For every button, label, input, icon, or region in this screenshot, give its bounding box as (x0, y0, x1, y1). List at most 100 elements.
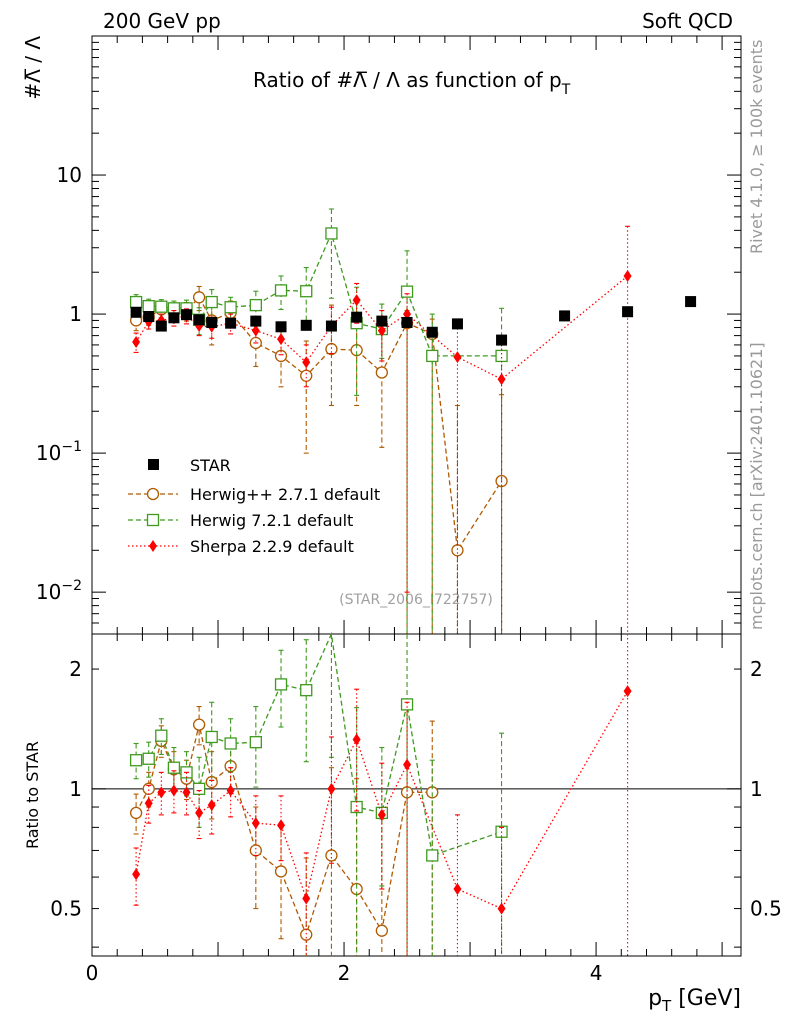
main-point-star (685, 296, 697, 308)
main-point-herwig7 (205, 295, 218, 309)
main-point-sherpa (377, 324, 386, 337)
legend-entry-star: STAR (148, 456, 231, 475)
main-point-herwigpp (325, 342, 338, 356)
main-point-star (143, 311, 155, 323)
main-point-herwigpp (192, 291, 206, 304)
main-line-herwig7 (135, 231, 502, 357)
ratio-point-herwig7 (274, 678, 288, 691)
main-point-star (559, 310, 571, 322)
main-point-sherpa (277, 333, 286, 346)
main-point-star (206, 316, 218, 328)
main-point-herwigpp (451, 544, 464, 557)
main-point-sherpa (352, 294, 361, 307)
ratio-point-sherpa (302, 892, 311, 905)
ratio-line-herwigpp (135, 724, 433, 937)
main-point-herwig7 (249, 298, 262, 312)
x-axis-label-unit: [GeV] (671, 986, 741, 1011)
main-y-tick-label-1: 1 (69, 302, 82, 326)
ratio-point-herwig7 (224, 737, 237, 750)
main-y-tick-label-3: 10−2 (36, 578, 82, 604)
legend-marker-sherpa (149, 540, 157, 552)
ratio-point-sherpa (453, 883, 462, 896)
y-tick-base: 10 (36, 580, 61, 604)
main-y-axis-label: #Λ̅ / Λ (21, 36, 45, 100)
x-tick-label-0: 0 (86, 961, 99, 985)
ratio-point-sherpa (132, 868, 141, 881)
main-point-star (426, 326, 438, 338)
ratio-point-herwig7 (249, 736, 262, 749)
ratio-point-herwig7 (142, 752, 155, 765)
legend-label-herwig7: Herwig 7.2.1 default (190, 511, 353, 530)
legend-marker-herwig7 (146, 513, 160, 527)
ratio-point-sherpa (144, 797, 153, 810)
ratio-point-sherpa (157, 786, 166, 799)
main-point-star (300, 319, 312, 331)
main-point-sherpa (623, 269, 632, 282)
legend-entry-sherpa: Sherpa 2.2.9 default (128, 537, 354, 556)
x-tick-label-2: 4 (590, 961, 603, 985)
main-point-herwig7 (495, 349, 508, 363)
main-point-herwig7 (155, 300, 168, 313)
main-series-layer (129, 208, 697, 634)
ratio-y-tick-label-left-0: 0.5 (50, 897, 82, 921)
x-axis-label-p: p (648, 986, 662, 1011)
ratio-point-sherpa (623, 685, 632, 698)
ratio-point-sherpa (403, 758, 412, 771)
main-point-herwigpp (300, 369, 313, 382)
ratio-point-herwig7 (167, 761, 181, 774)
main-point-star (275, 321, 287, 333)
main-title: Ratio of #Λ̅ / Λ as function of pT (253, 68, 571, 98)
main-point-star (250, 315, 262, 327)
ratio-point-herwigpp (274, 865, 288, 878)
main-series-star (130, 296, 697, 346)
main-point-herwig7 (325, 227, 338, 240)
ratio-point-herwigpp (375, 924, 388, 937)
ratio-point-herwig7 (155, 729, 168, 742)
main-axis-ticks (91, 35, 741, 635)
main-title-text: Ratio of #Λ̅ / Λ as function of p (253, 68, 562, 92)
main-point-star (376, 315, 388, 327)
ratio-panel: 0.5 0.5 1 1 2 2 0 2 4 Ratio to STAR pT [GeV] (23, 631, 782, 1015)
legend: STAR Herwig++ 2.7.1 default Herwig 7.2.1… (128, 456, 380, 556)
legend-entry-herwigpp: Herwig++ 2.7.1 default (128, 485, 380, 504)
main-point-herwig7 (224, 301, 237, 314)
y-tick-base: 10 (36, 441, 61, 465)
main-point-star (401, 316, 413, 328)
x-axis-label: pT [GeV] (648, 986, 741, 1015)
main-point-star (496, 334, 508, 346)
legend-label-sherpa: Sherpa 2.2.9 default (190, 537, 354, 556)
main-point-herwig7 (129, 295, 143, 309)
header-category: Soft QCD (642, 9, 733, 33)
ratio-point-herwig7 (300, 684, 313, 697)
main-point-star (622, 306, 634, 318)
ratio-point-herwig7 (192, 782, 206, 795)
main-point-star (193, 314, 205, 326)
ratio-y-tick-labels: 0.5 0.5 1 1 2 2 (50, 657, 782, 921)
main-line-herwigpp (135, 296, 503, 553)
ratio-series-layer (129, 631, 632, 956)
x-tick-label-1: 2 (338, 961, 351, 985)
ratio-point-herwigpp (249, 844, 262, 857)
main-point-star (130, 306, 142, 318)
main-point-star (451, 318, 463, 330)
ratio-point-sherpa (182, 786, 191, 799)
main-series-herwig7 (129, 208, 508, 634)
main-point-herwigpp (274, 349, 288, 363)
y-tick-exponent: −2 (61, 578, 82, 594)
ratio-axis-ticks (91, 634, 741, 956)
main-point-star (155, 320, 167, 332)
main-point-sherpa (497, 373, 506, 386)
ratio-y-tick-label-right-2: 2 (750, 657, 763, 681)
main-title-subscript: T (561, 82, 571, 98)
main-point-herwig7 (274, 284, 288, 297)
ratio-y-tick-label-left-2: 2 (69, 657, 82, 681)
ratio-point-herwigpp (129, 806, 143, 820)
ratio-point-herwig7 (205, 730, 218, 744)
ratio-point-herwig7 (426, 849, 439, 862)
x-tick-labels: 0 2 4 (86, 961, 603, 985)
legend-label-herwigpp: Herwig++ 2.7.1 default (190, 485, 380, 504)
ratio-line-herwig7 (136, 631, 502, 857)
main-point-star (225, 317, 237, 329)
